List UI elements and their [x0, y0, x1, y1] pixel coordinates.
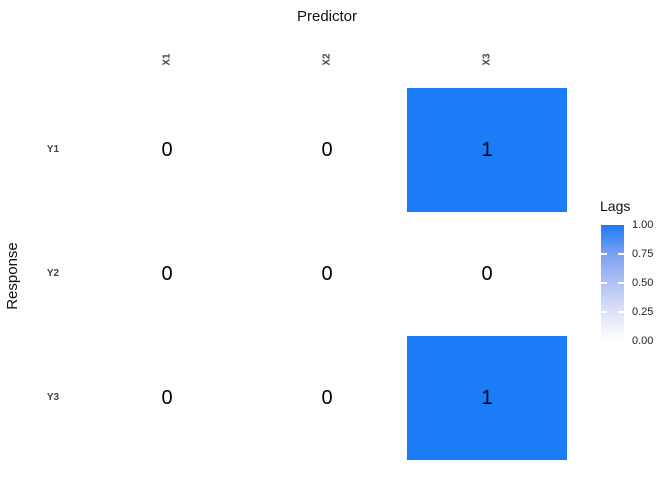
cell-Y3-X2: 0: [247, 336, 407, 460]
x-axis-title: Predictor: [296, 8, 358, 25]
legend-tick-label-0.25: 0.25: [632, 306, 654, 318]
cell-value: 0: [161, 138, 173, 161]
cell-value: 0: [481, 262, 493, 285]
cell-value: 0: [321, 138, 333, 161]
col-label-X1: X1: [152, 42, 182, 76]
col-label-X3: X3: [472, 42, 502, 76]
legend-tick-mark: [618, 311, 624, 313]
col-label-text: X3: [481, 52, 493, 66]
row-label-Y1: Y1: [46, 144, 60, 155]
cell-Y1-X3: 1: [407, 88, 567, 212]
cell-Y2-X1: 0: [87, 212, 247, 336]
cell-Y3-X3: 1: [407, 336, 567, 460]
legend-tick-label-1.00: 1.00: [632, 219, 654, 231]
legend-tick-mark: [601, 253, 607, 255]
legend-tick-mark: [601, 282, 607, 284]
cell-Y1-X1: 0: [87, 88, 247, 212]
cell-Y2-X3: 0: [407, 212, 567, 336]
cell-Y1-X2: 0: [247, 88, 407, 212]
col-label-X2: X2: [312, 42, 342, 76]
legend-tick-label-0.00: 0.00: [632, 335, 654, 347]
cell-value: 0: [321, 262, 333, 285]
legend-tick-label-0.50: 0.50: [632, 277, 654, 289]
cell-value: 1: [481, 386, 493, 409]
col-label-text: X1: [161, 52, 173, 66]
row-label-Y3: Y3: [46, 392, 60, 403]
legend-tick-mark: [601, 311, 607, 313]
row-label-Y2: Y2: [46, 268, 60, 279]
cell-value: 0: [161, 386, 173, 409]
cell-Y3-X1: 0: [87, 336, 247, 460]
cell-Y2-X2: 0: [247, 212, 407, 336]
cell-value: 1: [481, 138, 493, 161]
cell-value: 0: [321, 386, 333, 409]
legend-title: Lags: [600, 198, 631, 214]
y-axis-title: Response: [4, 242, 21, 310]
cell-value: 0: [161, 262, 173, 285]
legend-tick-mark: [618, 282, 624, 284]
col-label-text: X2: [321, 52, 333, 66]
legend-tick-mark: [618, 253, 624, 255]
legend-tick-label-0.75: 0.75: [632, 248, 654, 260]
